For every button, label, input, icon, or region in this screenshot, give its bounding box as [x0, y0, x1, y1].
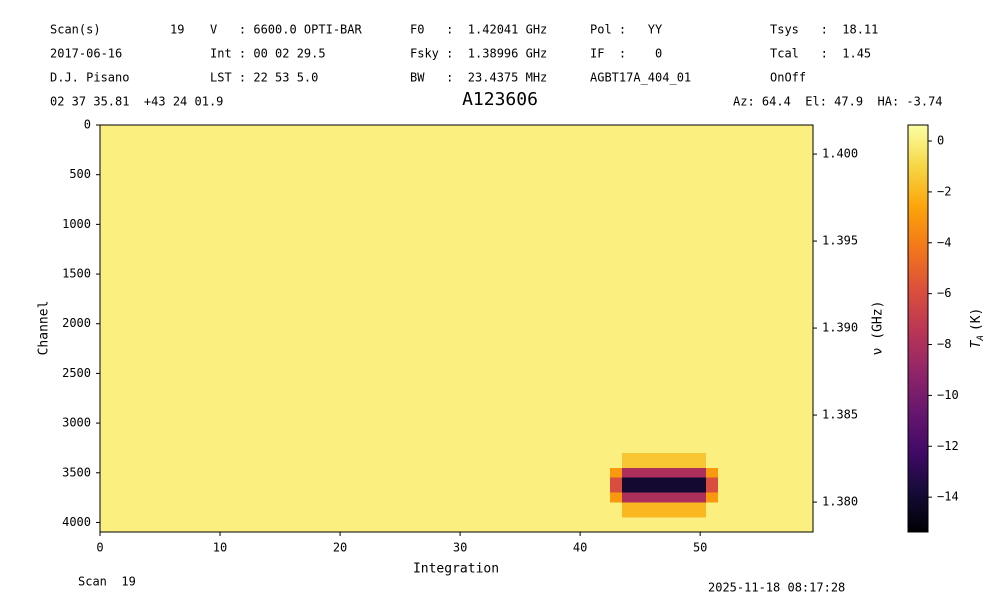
annotation: F0 : 1.42041 GHz — [410, 23, 547, 37]
y-tick-label: 1000 — [62, 217, 91, 231]
annotation: Tcal : 1.45 — [770, 47, 871, 61]
annotation: V : 6600.0 OPTI-BAR — [210, 23, 362, 37]
heatmap-cell — [622, 125, 707, 453]
y2-tick-label: 1.400 — [822, 147, 858, 161]
heatmap-cell — [718, 502, 813, 518]
heatmap-cell — [622, 477, 707, 493]
colorbar-tick-label: −2 — [937, 184, 951, 198]
heatmap-cell — [706, 467, 719, 478]
heatmap-cell — [100, 477, 611, 493]
heatmap-cell — [100, 467, 611, 478]
x-tick-label: 0 — [96, 541, 103, 555]
y-tick-label: 2000 — [62, 316, 91, 330]
heatmap-cell — [706, 492, 719, 503]
colorbar — [907, 124, 929, 533]
annotation: Scan(s) — [50, 23, 101, 37]
x-tick-label: 40 — [573, 541, 587, 555]
heatmap-cell — [706, 125, 719, 453]
heatmap-cell — [718, 467, 813, 478]
y-tick-label: 4000 — [62, 515, 91, 529]
heatmap-cell — [622, 517, 707, 532]
heatmap-cell — [706, 452, 719, 468]
annotation: IF : 0 — [590, 47, 662, 61]
heatmap-cell — [718, 477, 813, 493]
heatmap-cell — [706, 477, 719, 493]
y-tick-label: 3500 — [62, 465, 91, 479]
colorbar-tick-label: −6 — [937, 286, 951, 300]
annotation: Pol : YY — [590, 23, 663, 37]
y-tick-label: 2500 — [62, 366, 91, 380]
colorbar-tick-label: −10 — [937, 388, 959, 402]
y-tick-label: 1500 — [62, 267, 91, 281]
y2-tick-label: 1.390 — [822, 321, 858, 335]
annotation: AGBT17A_404_01 — [590, 71, 691, 85]
colorbar-tick-label: −14 — [937, 490, 959, 504]
y-tick-label: 500 — [69, 167, 91, 181]
colorbar-label: TA (K) — [969, 308, 986, 349]
x-tick-label: 50 — [693, 541, 707, 555]
heatmap-cell — [718, 125, 813, 453]
heatmap-cell — [610, 492, 623, 503]
heatmap-cell — [706, 502, 719, 518]
colorbar-symbol: T — [969, 339, 984, 348]
y-tick-label: 3000 — [62, 416, 91, 430]
heatmap-cell — [718, 452, 813, 468]
heatmap-cell — [718, 517, 813, 532]
heatmap-cell — [610, 477, 623, 493]
annotation: 02 37 35.81 +43 24 01.9 — [50, 95, 223, 109]
colorbar-tick-label: −8 — [937, 337, 951, 351]
colorbar-tick-label: −4 — [937, 235, 951, 249]
annotation: 2025-11-18 08:17:28 — [708, 581, 845, 595]
annotation: 2017-06-16 — [50, 47, 122, 61]
chart-title: A123606 — [462, 89, 538, 110]
x-tick-label: 30 — [453, 541, 467, 555]
heatmap-cell — [610, 517, 623, 532]
heatmap-cell — [100, 492, 611, 503]
x-tick-label: 10 — [213, 541, 227, 555]
x-axis-label: Integration — [413, 562, 499, 577]
heatmap-cell — [706, 517, 719, 532]
annotation: Fsky : 1.38996 GHz — [410, 47, 547, 61]
annotation: LST : 22 53 5.0 — [210, 71, 318, 85]
heatmap-cell — [622, 492, 707, 503]
heatmap-cell — [718, 492, 813, 503]
y2-tick-label: 1.395 — [822, 234, 858, 248]
annotation: Scan 19 — [78, 575, 136, 589]
y-tick-label: 0 — [84, 118, 91, 132]
annotation: Int : 00 02 29.5 — [210, 47, 326, 61]
annotation: D.J. Pisano — [50, 71, 129, 85]
heatmap-cell — [100, 125, 611, 453]
x-tick-label: 20 — [333, 541, 347, 555]
heatmap-cell — [610, 125, 623, 453]
colorbar-tick-label: 0 — [937, 134, 944, 148]
heatmap-cell — [100, 502, 611, 518]
y2-tick-label: 1.380 — [822, 495, 858, 509]
colorbar-unit: (K) — [969, 308, 984, 331]
colorbar-sub: A — [976, 335, 986, 341]
y-axis-label: Channel — [37, 301, 52, 356]
heatmap-cell — [100, 517, 611, 532]
heatmap-cell — [610, 467, 623, 478]
annotation: BW : 23.4375 MHz — [410, 71, 547, 85]
heatmap-cell — [100, 452, 611, 468]
annotation: 19 — [170, 23, 184, 37]
colorbar-tick-label: −12 — [937, 439, 959, 453]
y2-axis-label: ν (GHz) — [871, 301, 886, 356]
annotation: Az: 64.4 El: 47.9 HA: -3.74 — [733, 95, 943, 109]
annotation: Tsys : 18.11 — [770, 23, 878, 37]
heatmap-cell — [622, 467, 707, 478]
heatmap-cell — [610, 452, 623, 468]
annotation: OnOff — [770, 71, 806, 85]
heatmap-cell — [622, 502, 707, 518]
y2-tick-label: 1.385 — [822, 408, 858, 422]
heatmap-cell — [610, 502, 623, 518]
heatmap-cell — [622, 452, 707, 468]
